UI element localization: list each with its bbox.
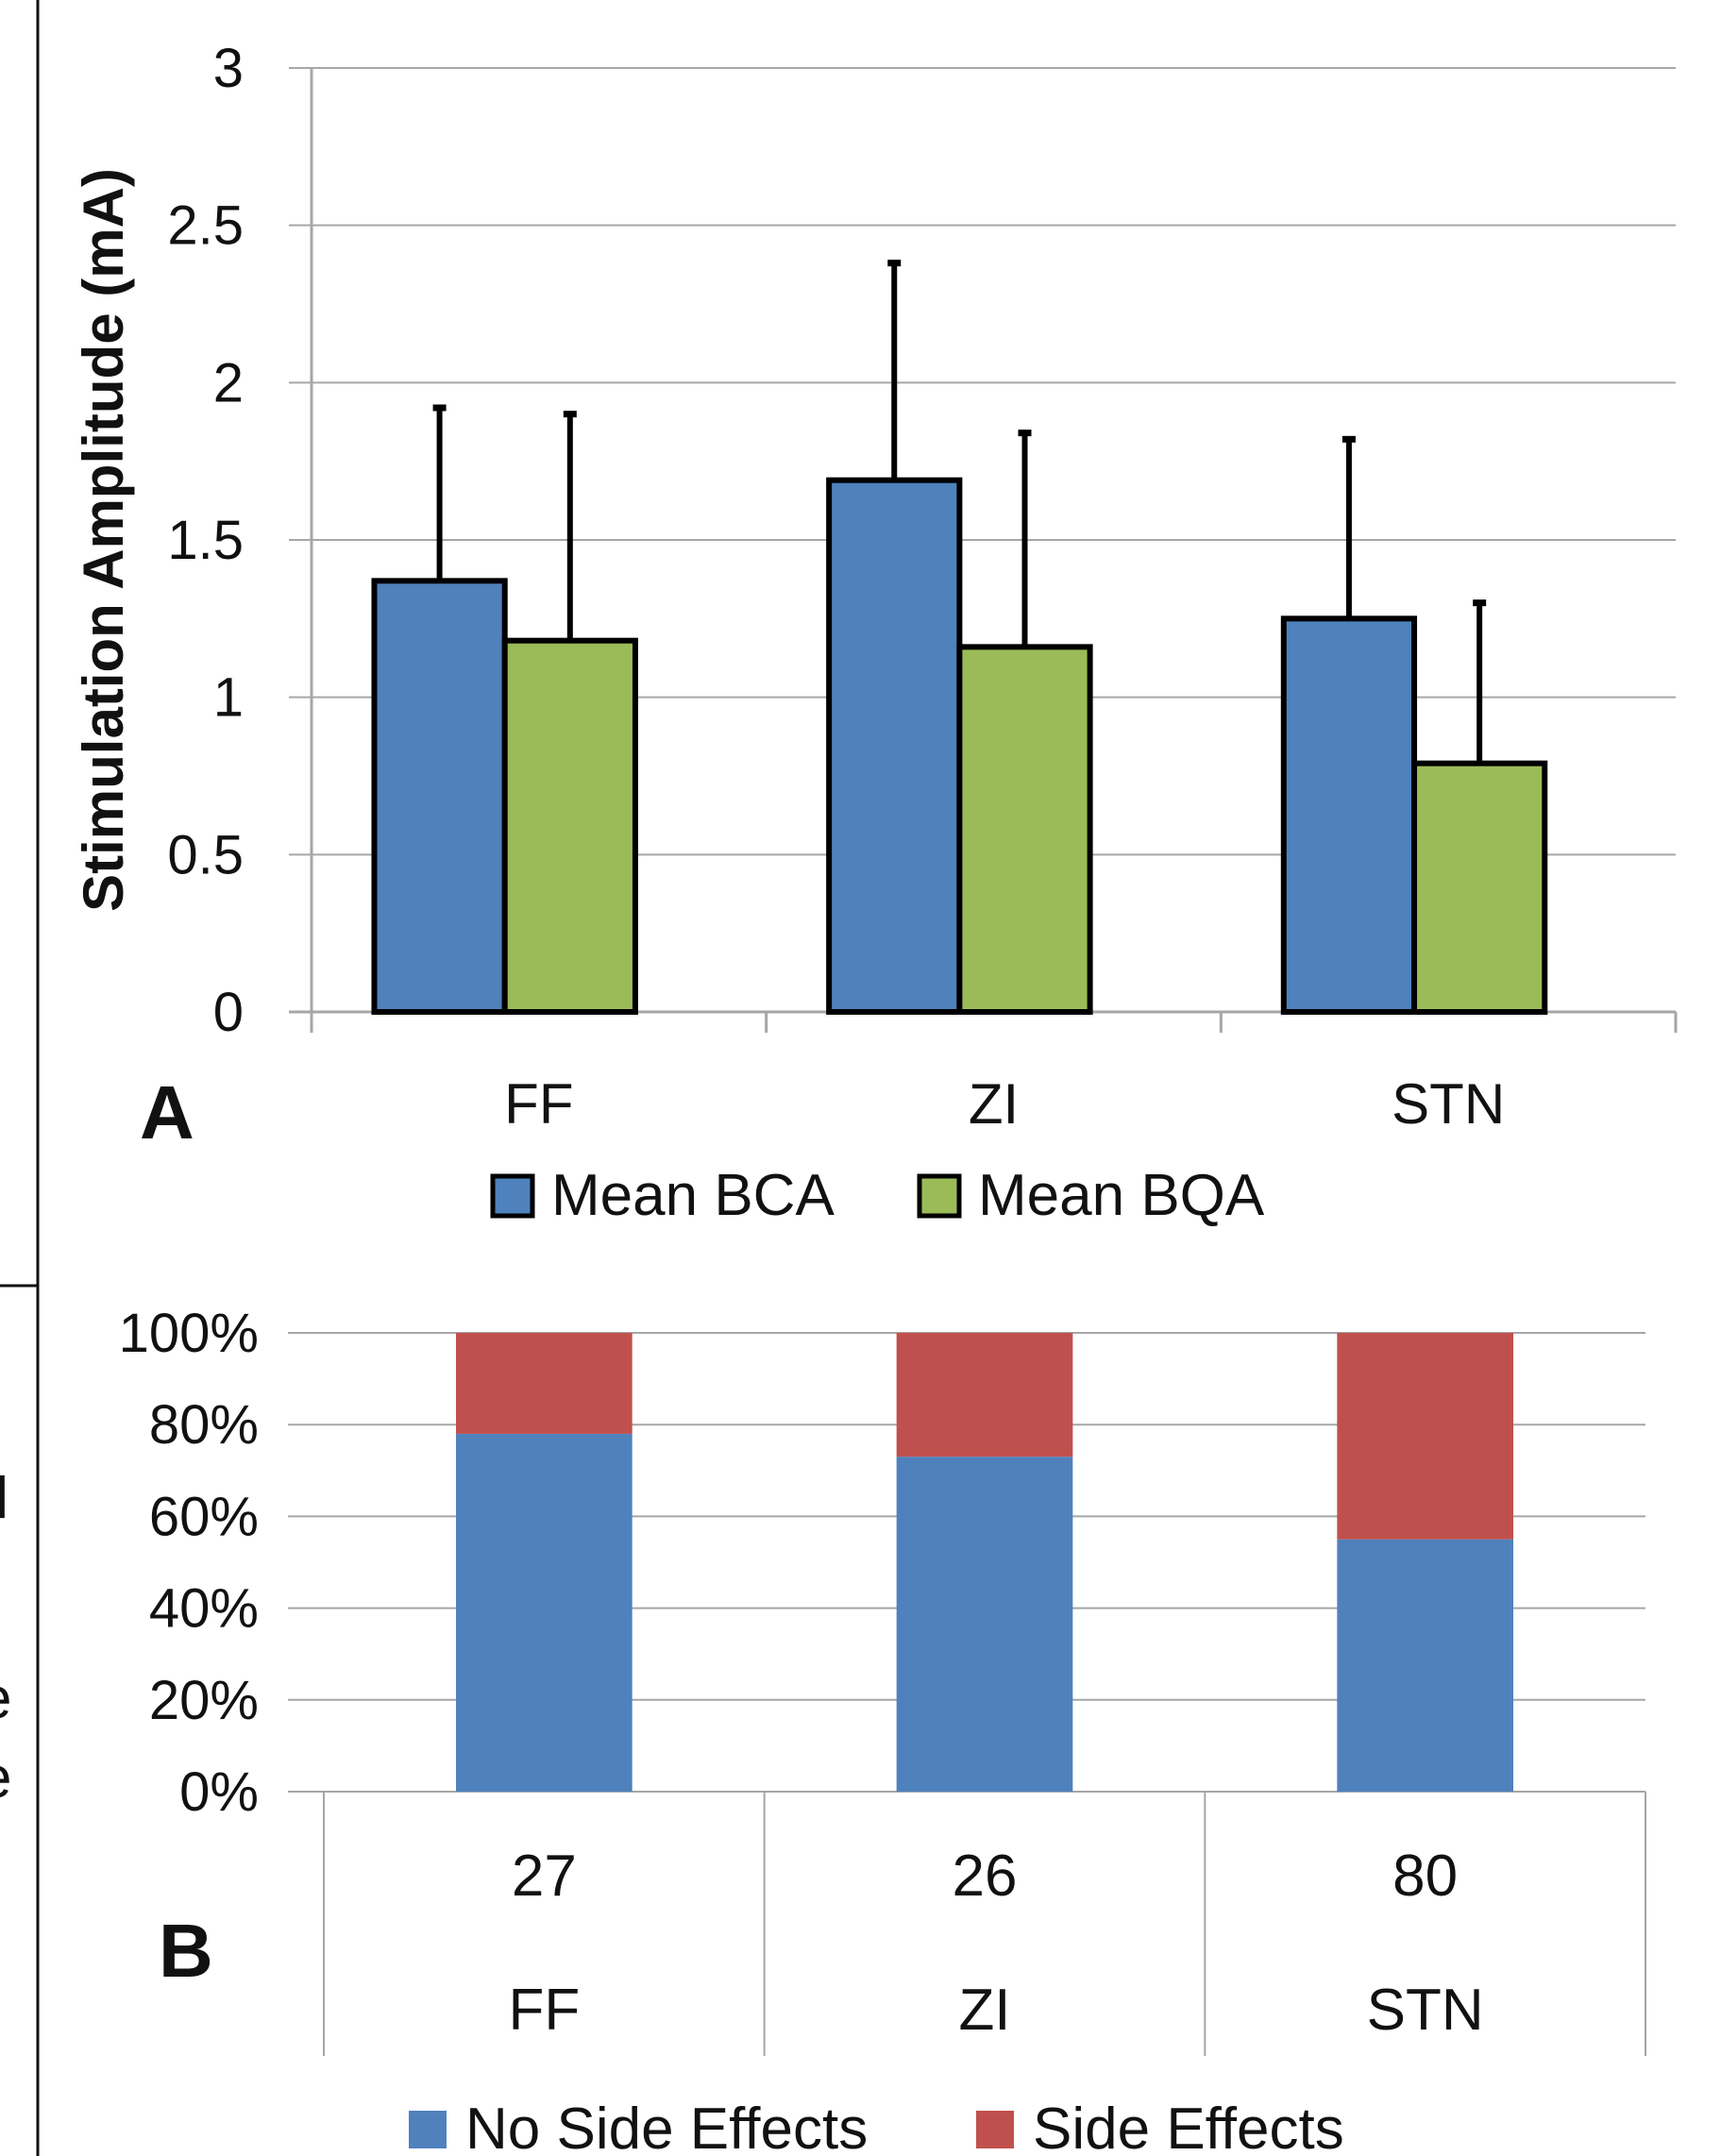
panel-a-category-label: STN	[1392, 1072, 1505, 1136]
cropped-text-fragment: e	[0, 1666, 11, 1731]
panel-a-legend-label: Mean BQA	[978, 1163, 1265, 1228]
panel-b-legend-swatch	[409, 2111, 447, 2148]
panel-a-bar	[501, 637, 638, 1016]
panel-a-y-tick-labels: 0 0.5 1 1.5 2 2.5 3	[167, 38, 244, 1043]
panel-a-y-tick-label: 0.5	[167, 824, 244, 885]
panel-a-bar	[1280, 615, 1418, 1015]
panel-a-bar	[956, 644, 1093, 1015]
panel-a-chart: 0 0.5 1 1.5 2 2.5 3 FF ZI STN Stimulation Amplit…	[72, 38, 1678, 1228]
panel-a-bar	[826, 477, 963, 1015]
panel-b-y-tick-label: 40%	[149, 1578, 259, 1640]
panel-a-bar	[1411, 760, 1548, 1016]
panel-a-legend-swatch	[490, 1173, 535, 1219]
panel-b-count-label: 27	[512, 1844, 577, 1909]
panel-b-bars	[456, 1333, 1513, 1792]
panel-b-legend-swatch	[976, 2111, 1014, 2148]
panel-b-legend-label: No Side Effects	[465, 2097, 868, 2156]
panel-a-legend-swatch	[917, 1173, 962, 1219]
panel-b-chart: 0% 20% 40% 60% 80% 100% 27 FF 26 ZI 80 STN B No Si…	[119, 1303, 1646, 2156]
panel-a-legend: Mean BCA Mean BQA	[490, 1163, 1265, 1228]
panel-b-bar-segment	[1337, 1333, 1513, 1540]
panel-b-bar-segment	[896, 1333, 1073, 1457]
panel-a-x-tick-marks	[310, 1012, 1678, 1033]
panel-b-count-label: 80	[1392, 1844, 1458, 1909]
panel-a-y-tick-label: 2.5	[167, 195, 244, 257]
panel-b-bar-segment	[896, 1457, 1073, 1792]
panel-a-bars	[371, 260, 1548, 1016]
panel-a-letter: A	[140, 1070, 194, 1154]
panel-b-y-tick-labels: 0% 20% 40% 60% 80% 100%	[119, 1303, 259, 1823]
panel-a-legend-label: Mean BCA	[551, 1163, 835, 1228]
panel-b-y-tick-label: 0%	[179, 1761, 259, 1823]
panel-b-legend: No Side Effects Side Effects	[409, 2097, 1344, 2156]
panel-a-y-tick-label: 1	[213, 667, 244, 729]
panel-b-count-label: 26	[953, 1844, 1018, 1909]
cropped-text-fragment: l	[0, 1466, 8, 1531]
panel-b-bar-segment	[456, 1333, 633, 1434]
panel-b-bar-segment	[456, 1433, 633, 1792]
panel-a-bar	[371, 578, 508, 1015]
panel-b-category-label: FF	[508, 1978, 580, 2043]
panel-b-category-table: 27 FF 26 ZI 80 STN	[323, 1792, 1646, 2056]
panel-b-y-tick-label: 80%	[149, 1394, 259, 1456]
panel-b-bar-segment	[1337, 1539, 1513, 1792]
panel-b-y-tick-label: 20%	[149, 1670, 259, 1731]
panel-b-legend-label: Side Effects	[1033, 2097, 1344, 2156]
panel-b-letter: B	[159, 1909, 213, 1993]
panel-a-category-label: ZI	[969, 1072, 1019, 1136]
panel-a-y-tick-label: 2	[213, 352, 244, 413]
panel-a-y-tick-label: 0	[213, 982, 244, 1043]
panel-a-y-axis-label: Stimulation Amplitude (mA)	[72, 168, 135, 912]
panel-a-category-label: FF	[504, 1072, 573, 1136]
panel-b-category-label: STN	[1367, 1978, 1484, 2043]
cropped-text-fragment: e	[0, 1745, 11, 1811]
panel-a-y-tick-label: 1.5	[167, 510, 244, 571]
panel-a-category-labels: FF ZI STN	[504, 1072, 1505, 1136]
panel-a-y-tick-label: 3	[213, 38, 244, 99]
panel-b-category-label: ZI	[958, 1978, 1010, 2043]
panel-b-y-tick-label: 60%	[149, 1486, 259, 1547]
panel-b-y-tick-label: 100%	[119, 1303, 259, 1364]
